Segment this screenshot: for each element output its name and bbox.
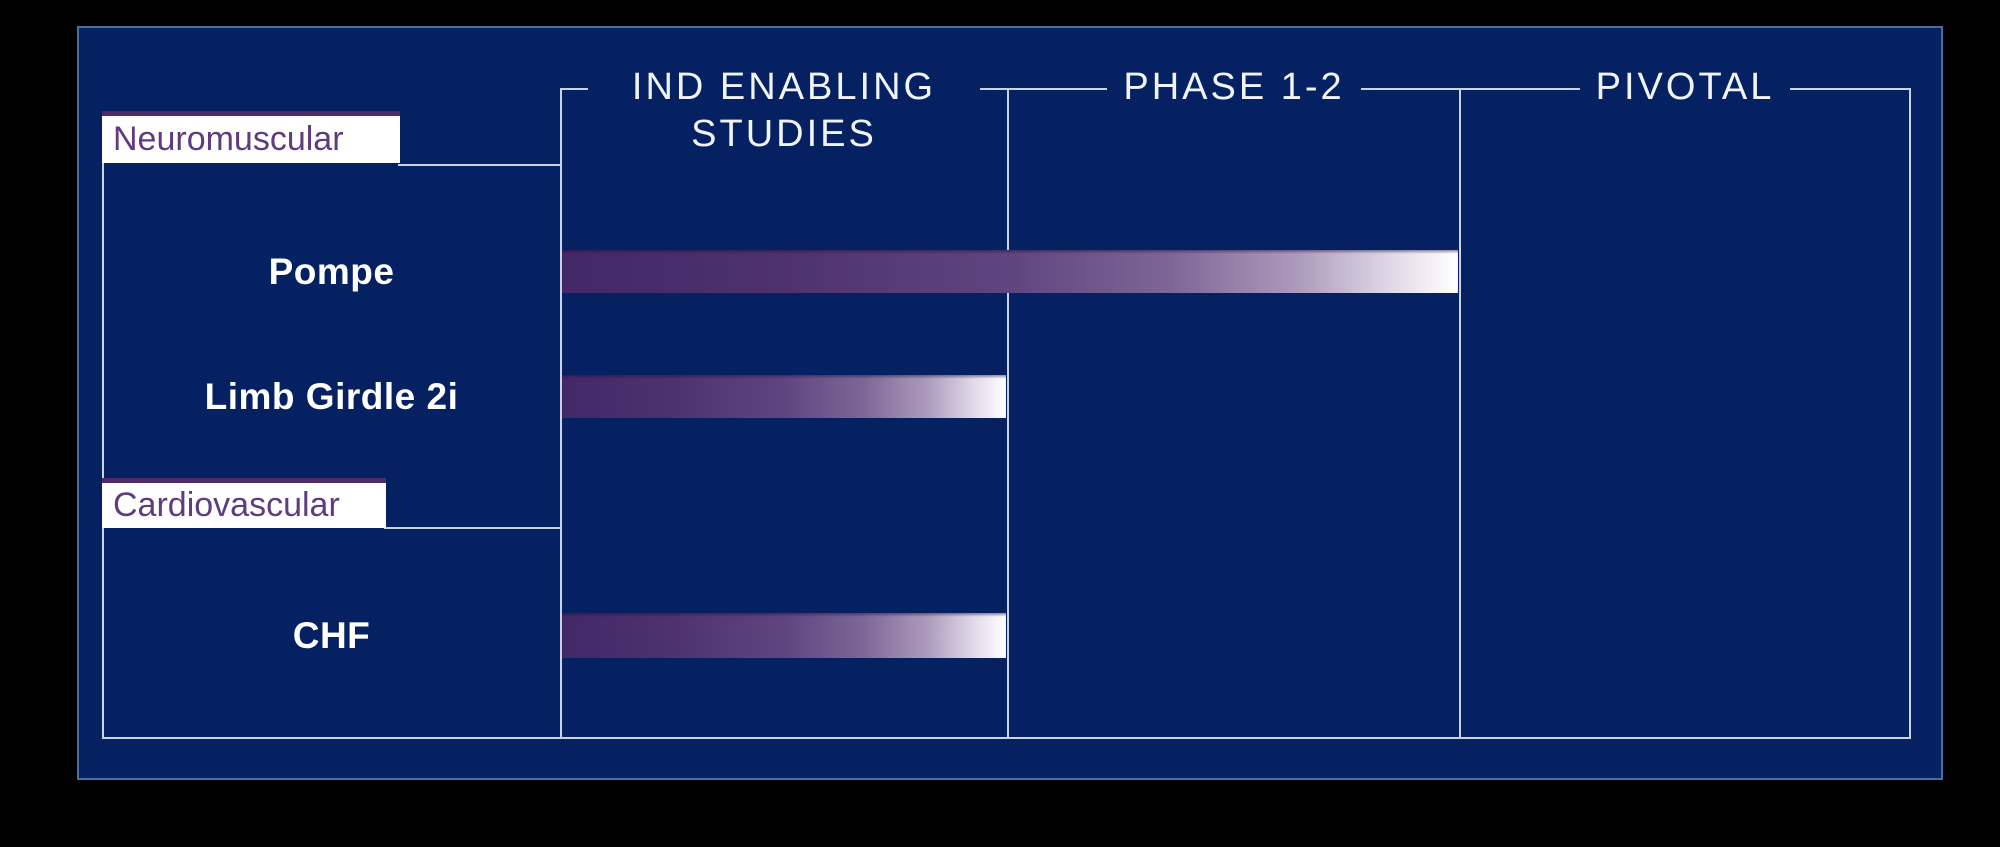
stage-header-label: PIVOTAL [1579, 64, 1791, 111]
category-column-left-border-line [102, 163, 104, 739]
stage-header-ind-enabling-studies: IND ENABLING STUDIES [560, 64, 1008, 158]
chart-bottom-border-line [103, 737, 1911, 739]
program-label-chf: CHF [292, 614, 371, 656]
stage-header-label: PHASE 1-2 [1107, 64, 1361, 111]
category-tab-label: Neuromuscular [113, 120, 344, 158]
chart-right-border-line [1909, 88, 1911, 739]
category-tab-label: Cardiovascular [113, 486, 340, 524]
cardiovascular-shelf-line [384, 527, 562, 529]
progress-bar-pompe [562, 250, 1458, 293]
category-tab-cardiovascular: Cardiovascular [102, 478, 386, 528]
progress-bar-limb-girdle-2i [562, 375, 1006, 418]
stage-header-phase-1-2: PHASE 1-2 [1007, 64, 1461, 111]
program-label-pompe: Pompe [268, 250, 395, 292]
column-divider-line-left [560, 88, 562, 739]
column-divider-line-ind-phase [1007, 88, 1009, 739]
tab-accent-bar [102, 111, 400, 116]
tab-accent-bar [102, 478, 386, 483]
category-tab-neuromuscular: Neuromuscular [102, 111, 400, 163]
stage-header-pivotal: PIVOTAL [1459, 64, 1911, 111]
neuromuscular-shelf-line [398, 164, 562, 166]
progress-bar-chf [562, 613, 1006, 658]
program-label-limb-girdle-2i: Limb Girdle 2i [204, 375, 459, 417]
column-divider-line-phase-pivotal [1459, 88, 1461, 739]
stage-header-label: IND ENABLING STUDIES [588, 64, 980, 158]
